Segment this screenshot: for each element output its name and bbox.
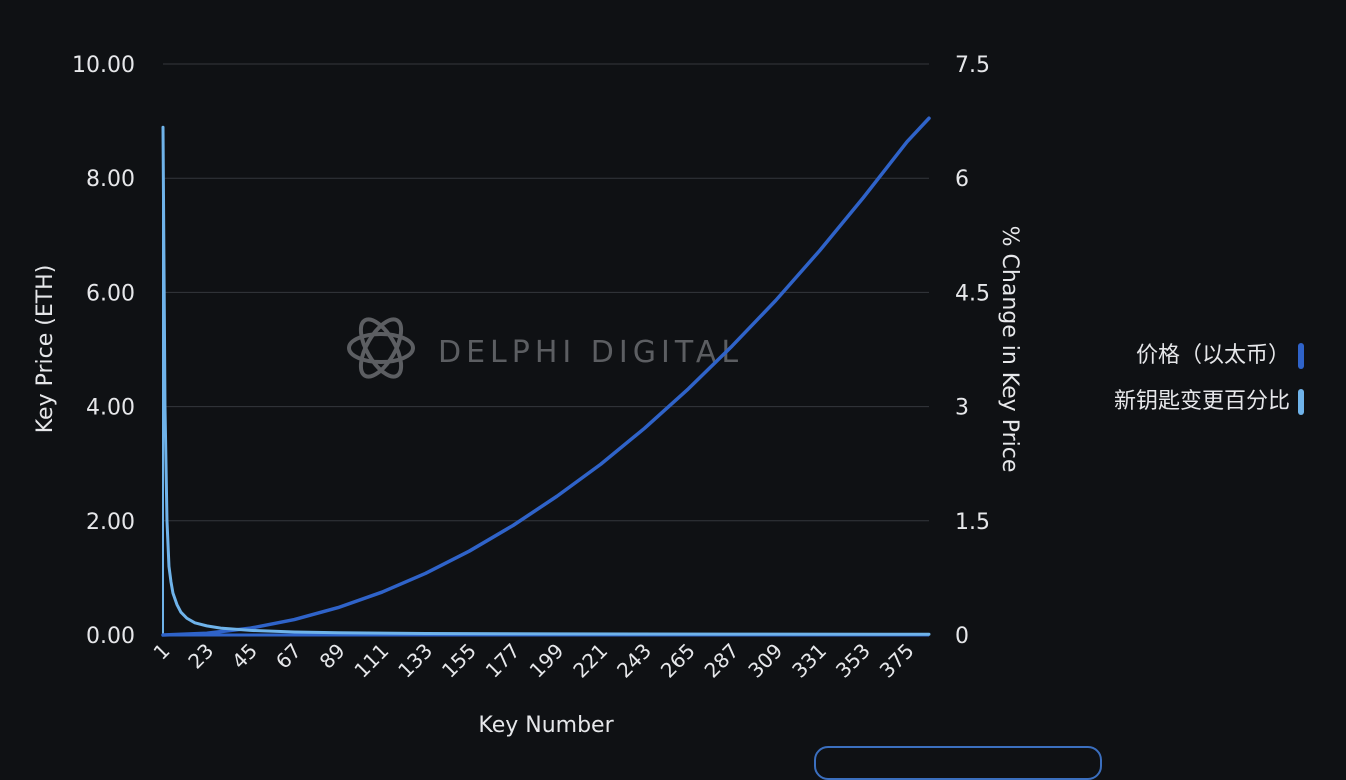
watermark: DELPHI DIGITAL — [347, 317, 743, 379]
watermark-text: DELPHI DIGITAL — [438, 335, 743, 370]
legend: 价格（以太币） 新钥匙变更百分比 — [1114, 338, 1304, 430]
x-tick-label: 89 — [315, 639, 350, 674]
x-tick-label: 353 — [831, 639, 875, 683]
x-tick-label: 199 — [525, 639, 569, 683]
left-tick-label: 4.00 — [86, 396, 135, 421]
x-tick-label: 221 — [568, 639, 612, 683]
left-tick-label: 0.00 — [86, 624, 135, 649]
legend-label-price: 价格（以太币） — [1135, 343, 1290, 368]
left-tick-label: 8.00 — [86, 167, 135, 192]
left-tick-label: 10.00 — [72, 53, 135, 78]
right-tick-label: 7.5 — [955, 53, 990, 78]
legend-item-price[interactable]: 价格（以太币） — [1114, 338, 1304, 374]
bottom-panel-tab[interactable] — [814, 746, 1102, 780]
right-y-axis: 0 1.5 3 4.5 6 7.5 — [955, 53, 990, 649]
left-tick-label: 2.00 — [86, 510, 135, 535]
x-tick-label: 67 — [271, 639, 306, 674]
x-tick-label: 375 — [875, 639, 919, 683]
delphi-logo-icon — [347, 317, 415, 379]
right-tick-label: 0 — [955, 624, 969, 649]
x-tick-label: 287 — [700, 639, 744, 683]
legend-swatch-change — [1298, 389, 1304, 415]
legend-item-change[interactable]: 新钥匙变更百分比 — [1114, 384, 1304, 420]
right-tick-label: 1.5 — [955, 510, 990, 535]
x-tick-label: 1 — [149, 639, 175, 665]
x-tick-label: 133 — [393, 639, 437, 683]
x-tick-label: 177 — [481, 639, 525, 683]
x-tick-label: 23 — [183, 639, 218, 674]
x-tick-label: 45 — [227, 639, 262, 674]
right-tick-label: 4.5 — [955, 281, 990, 306]
x-tick-label: 155 — [437, 639, 481, 683]
x-axis: 1 23 45 67 89 111 133 155 177 199 221 243 265 287 309 3… — [149, 639, 919, 683]
chart: DELPHI DIGITAL 0.002.004.006.008.0010.00… — [33, 53, 1022, 738]
x-tick-label: 111 — [349, 639, 393, 683]
x-tick-label: 309 — [743, 639, 787, 683]
grid — [163, 63, 929, 522]
x-tick-label: 243 — [612, 639, 656, 683]
series-layer — [161, 116, 931, 637]
series-line-change — [161, 125, 931, 636]
x-axis-title: Key Number — [478, 713, 614, 738]
right-tick-label: 3 — [955, 396, 969, 421]
x-tick-label: 331 — [787, 639, 831, 683]
right-tick-label: 6 — [955, 167, 969, 192]
left-axis-title: Key Price (ETH) — [33, 265, 58, 434]
series-line-price — [161, 116, 931, 637]
legend-label-change: 新钥匙变更百分比 — [1113, 389, 1290, 414]
legend-swatch-price — [1298, 343, 1304, 369]
x-tick-label: 265 — [656, 639, 700, 683]
left-tick-label: 6.00 — [86, 281, 135, 306]
right-axis-title: % Change in Key Price — [997, 226, 1022, 473]
left-y-axis: 0.00 2.00 4.00 6.00 8.00 10.00 — [72, 53, 135, 649]
